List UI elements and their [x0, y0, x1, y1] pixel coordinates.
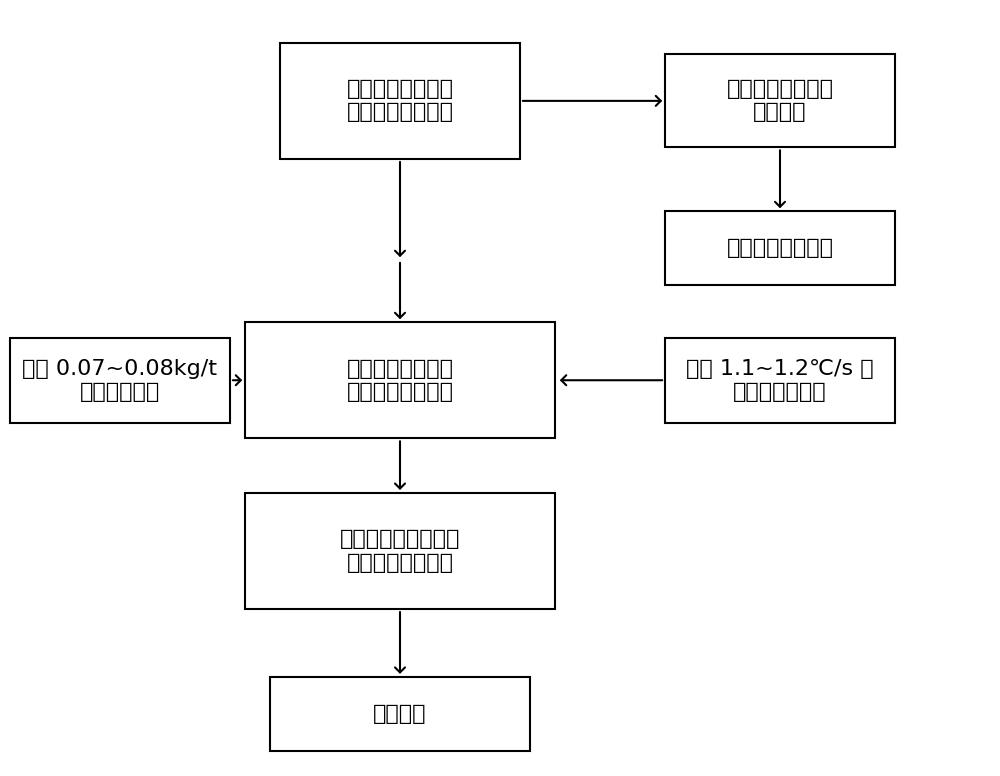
Text: 根据转炉吹炼终点
实测温度进行判断: 根据转炉吹炼终点 实测温度进行判断 [347, 79, 454, 123]
FancyBboxPatch shape [665, 338, 895, 423]
FancyBboxPatch shape [10, 338, 230, 423]
Text: 倒炉测温取样，符合
目标出钢温度范围: 倒炉测温取样，符合 目标出钢温度范围 [340, 529, 460, 573]
FancyBboxPatch shape [280, 43, 520, 159]
Text: 按照 1.1~1.2℃/s 升
温速率进行吹氧: 按照 1.1~1.2℃/s 升 温速率进行吹氧 [686, 359, 874, 402]
Text: 正常出钢: 正常出钢 [373, 704, 427, 724]
FancyBboxPatch shape [665, 211, 895, 285]
Text: 进行温度补偿使其
符合出钢温度范围: 进行温度补偿使其 符合出钢温度范围 [347, 359, 454, 402]
Text: 无需进行温度补偿: 无需进行温度补偿 [726, 238, 834, 258]
FancyBboxPatch shape [245, 322, 555, 438]
Text: 符合工艺要求出钢
温度范围: 符合工艺要求出钢 温度范围 [726, 79, 834, 123]
FancyBboxPatch shape [245, 493, 555, 609]
FancyBboxPatch shape [270, 677, 530, 751]
Text: 按照 0.07~0.08kg/t
加入硅铁合金: 按照 0.07~0.08kg/t 加入硅铁合金 [22, 359, 218, 402]
FancyBboxPatch shape [665, 54, 895, 147]
